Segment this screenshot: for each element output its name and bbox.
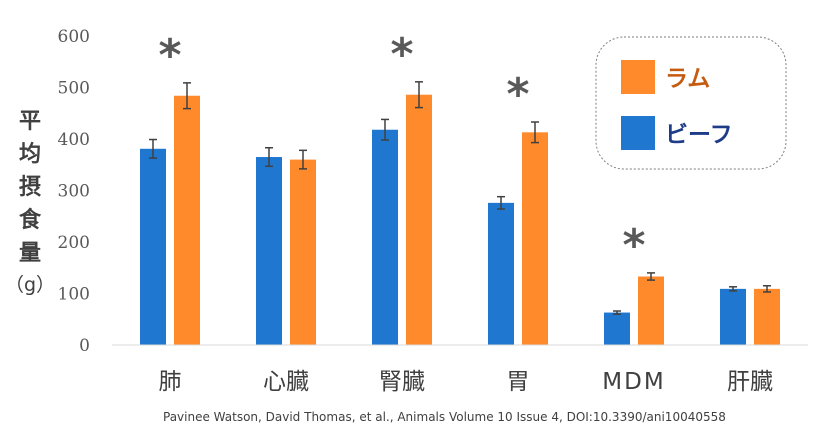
y-tick-label-1: 100	[58, 285, 90, 305]
y-label-char-2: 摂	[19, 174, 41, 200]
legend-label-1: ビーフ	[665, 122, 733, 148]
legend-label-0: ラム	[665, 66, 710, 92]
x-tick-label-0: 肺	[159, 369, 182, 395]
y-label-char-4: 量	[19, 241, 41, 266]
y-tick-label-3: 300	[58, 182, 90, 202]
y-tick-label-5: 500	[58, 79, 90, 99]
y-tick-label-4: 400	[58, 130, 90, 150]
x-tick-label-1: 心臓	[263, 369, 309, 395]
significance-star-2: *	[506, 69, 529, 120]
x-tick-label-4: MDM	[602, 369, 665, 395]
bar-5-0	[720, 288, 746, 345]
bar-0-1	[174, 95, 200, 346]
significance-star-0: *	[158, 30, 181, 81]
y-tick-label-2: 200	[58, 233, 90, 253]
bar-1-0	[256, 157, 282, 345]
y-tick-label-0: 0	[79, 336, 90, 356]
y-label-unit: （g）	[5, 274, 55, 296]
x-tick-label-3: 胃	[507, 369, 530, 395]
bar-5-1	[754, 288, 780, 345]
y-tick-label-6: 600	[58, 27, 90, 47]
significance-star-3: *	[622, 220, 645, 271]
bar-0-0	[140, 148, 166, 345]
bar-3-0	[488, 202, 514, 345]
bar-3-1	[522, 132, 548, 345]
y-label-char-3: 食	[19, 207, 42, 233]
significance-markers: * * * *	[158, 29, 645, 271]
bar-2-1	[406, 94, 432, 346]
y-label-char-1: 均	[19, 141, 41, 167]
x-axis: 肺 心臓 腎臓 胃 MDM 肝臓	[112, 344, 808, 395]
citation: Pavinee Watson, David Thomas, et al., An…	[163, 410, 726, 424]
significance-star-1: *	[390, 29, 413, 80]
bars-layer	[140, 81, 780, 346]
bar-4-0	[604, 312, 630, 345]
legend-swatch-1	[621, 116, 655, 150]
x-tick-label-2: 腎臓	[379, 369, 425, 395]
legend-box	[595, 36, 787, 170]
y-label-char-0: 平	[19, 109, 41, 134]
bar-2-0	[372, 129, 398, 345]
bar-4-1	[638, 276, 664, 345]
y-axis: 0 100 200 300 400 500 600	[58, 27, 90, 356]
x-tick-label-5: 肝臓	[727, 369, 773, 395]
bar-1-1	[290, 159, 316, 345]
legend-swatch-0	[621, 60, 655, 94]
